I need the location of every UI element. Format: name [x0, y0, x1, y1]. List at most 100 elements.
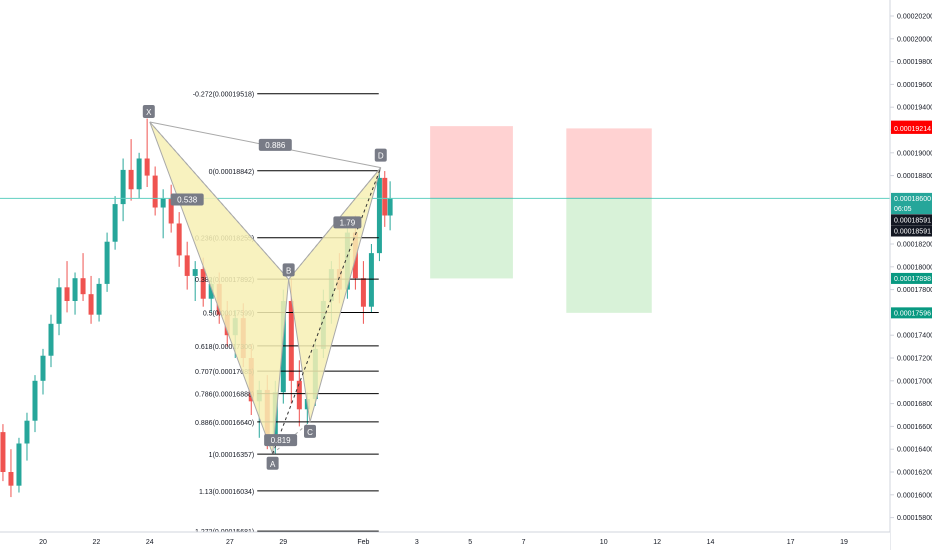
candle-body — [104, 241, 110, 284]
price-tick-label: 0.00015800 — [897, 515, 932, 522]
fib-level-label: 0.707(0.00017085) — [195, 369, 254, 376]
price-tick-label: 0.00016000 — [897, 492, 932, 499]
price-badge-box[interactable] — [891, 225, 932, 237]
candle-body — [8, 472, 14, 486]
price-tick-label: 0.00017200 — [897, 356, 932, 363]
candle-body — [368, 253, 374, 307]
price-badges: 0.000192340.000192140.0001860006:050.000… — [891, 120, 932, 319]
point-label-a-box[interactable] — [266, 456, 279, 470]
candle-body — [40, 355, 46, 381]
fib-level-label: 0.618(0.00017306) — [195, 344, 254, 351]
candle-body — [160, 198, 166, 208]
candle-body — [192, 269, 198, 276]
candle-body — [382, 177, 388, 216]
time-tick-label: 22 — [93, 539, 101, 546]
price-tick-label: 0.00016400 — [897, 447, 932, 454]
time-tick-label: 3 — [415, 539, 419, 546]
candle-body — [24, 420, 30, 444]
price-badge-label: 0.00017898 — [894, 276, 931, 283]
price-tick-label: 0.00020000 — [897, 36, 932, 43]
price-badge-label: 0.00019214 — [894, 126, 931, 133]
fib-level-label: 0.786(0.00016888) — [195, 392, 254, 399]
harmonic-pattern: X A B C D 0.886 0.538 1.79 0.819 — [142, 105, 387, 470]
bcd-triangle[interactable] — [288, 167, 382, 422]
time-tick-label: 7 — [522, 539, 526, 546]
time-tick-label: 24 — [146, 539, 154, 546]
ratio-label-box[interactable] — [170, 193, 204, 206]
fib-level-label: 0.886(0.00016640) — [195, 420, 254, 427]
price-tick-label: 0.00017800 — [897, 287, 932, 294]
candle-body — [200, 269, 206, 299]
price-badge-box[interactable] — [891, 214, 932, 226]
ratio-label: 0.886 — [265, 141, 286, 150]
candle-body — [176, 223, 182, 256]
ratio-label-box[interactable] — [264, 434, 298, 447]
ratio-label-box[interactable] — [258, 138, 292, 151]
ratio-label: 0.538 — [177, 196, 198, 205]
fib-level-label: 1(0.00016357) — [209, 452, 255, 459]
ratio-label-box[interactable] — [333, 216, 362, 229]
ratio-label: 1.79 — [340, 218, 356, 227]
price-tick-label: 0.00016600 — [897, 424, 932, 431]
candle-body — [376, 177, 382, 254]
time-tick-label: Feb — [357, 539, 369, 546]
price-badge-box[interactable] — [891, 203, 932, 215]
candle-body — [128, 169, 134, 190]
short-1-stop-zone[interactable] — [430, 126, 513, 199]
time-tick-label: 27 — [226, 539, 234, 546]
price-tick-label: 0.00018800 — [897, 173, 932, 180]
short-2-stop-zone[interactable] — [566, 128, 652, 199]
time-axis-background[interactable] — [0, 532, 890, 550]
price-badge-box[interactable] — [891, 192, 932, 204]
time-tick-label: 10 — [600, 539, 608, 546]
candle-body — [80, 278, 86, 295]
price-badge-box[interactable] — [891, 122, 932, 134]
point-label-d-box[interactable] — [374, 148, 387, 162]
price-badge-box[interactable] — [891, 272, 932, 284]
fib-level-label: -0.272(0.00019518) — [193, 92, 255, 99]
candle-body — [280, 301, 286, 393]
price-tick-label: 0.00020200 — [897, 14, 932, 21]
price-badge-box[interactable] — [891, 307, 932, 319]
price-tick-label: 0.00016200 — [897, 470, 932, 477]
time-tick-label: 14 — [707, 539, 715, 546]
price-badge-label: 06:05 — [894, 206, 912, 213]
candle-body — [0, 432, 6, 472]
price-tick-label: 0.00017400 — [897, 333, 932, 340]
price-tick-label: 0.00019800 — [897, 59, 932, 66]
xb-dashed — [149, 121, 290, 280]
time-tick-label: 29 — [279, 539, 287, 546]
fib-level-label: 1.13(0.00016034) — [199, 489, 254, 496]
short-2-target-zone[interactable] — [566, 198, 652, 313]
point-label-b: B — [286, 266, 291, 275]
ad-dashed — [272, 167, 382, 454]
time-tick-label: 5 — [468, 539, 472, 546]
candle-body — [360, 278, 366, 307]
point-label-a: A — [270, 460, 276, 469]
time-tick-label: 20 — [39, 539, 47, 546]
short-1-target-zone[interactable] — [430, 198, 513, 279]
candle-body — [16, 443, 22, 486]
point-label-c: C — [307, 428, 313, 437]
price-badge-label: 0.00018591 — [894, 217, 931, 224]
price-tick-label: 0.00018000 — [897, 264, 932, 271]
price-tick-label: 0.00019600 — [897, 82, 932, 89]
price-tick-label: 0.00019000 — [897, 150, 932, 157]
ratio-label: 0.819 — [271, 436, 292, 445]
price-badge-label: 0.00017596 — [894, 310, 931, 317]
candle-body — [144, 158, 150, 176]
point-label-c-box[interactable] — [304, 424, 316, 438]
candle-body — [168, 198, 174, 224]
point-label-x-box[interactable] — [142, 105, 155, 119]
candle-body — [296, 380, 302, 410]
candle-body — [88, 294, 94, 315]
candle-body — [48, 323, 54, 356]
candle-body — [120, 169, 126, 205]
trade-zones — [430, 126, 652, 313]
candle-body — [208, 283, 214, 299]
candle-body — [387, 198, 393, 216]
point-label-b-box[interactable] — [282, 263, 295, 277]
fib-level-label: 0(0.00018842) — [209, 169, 255, 176]
